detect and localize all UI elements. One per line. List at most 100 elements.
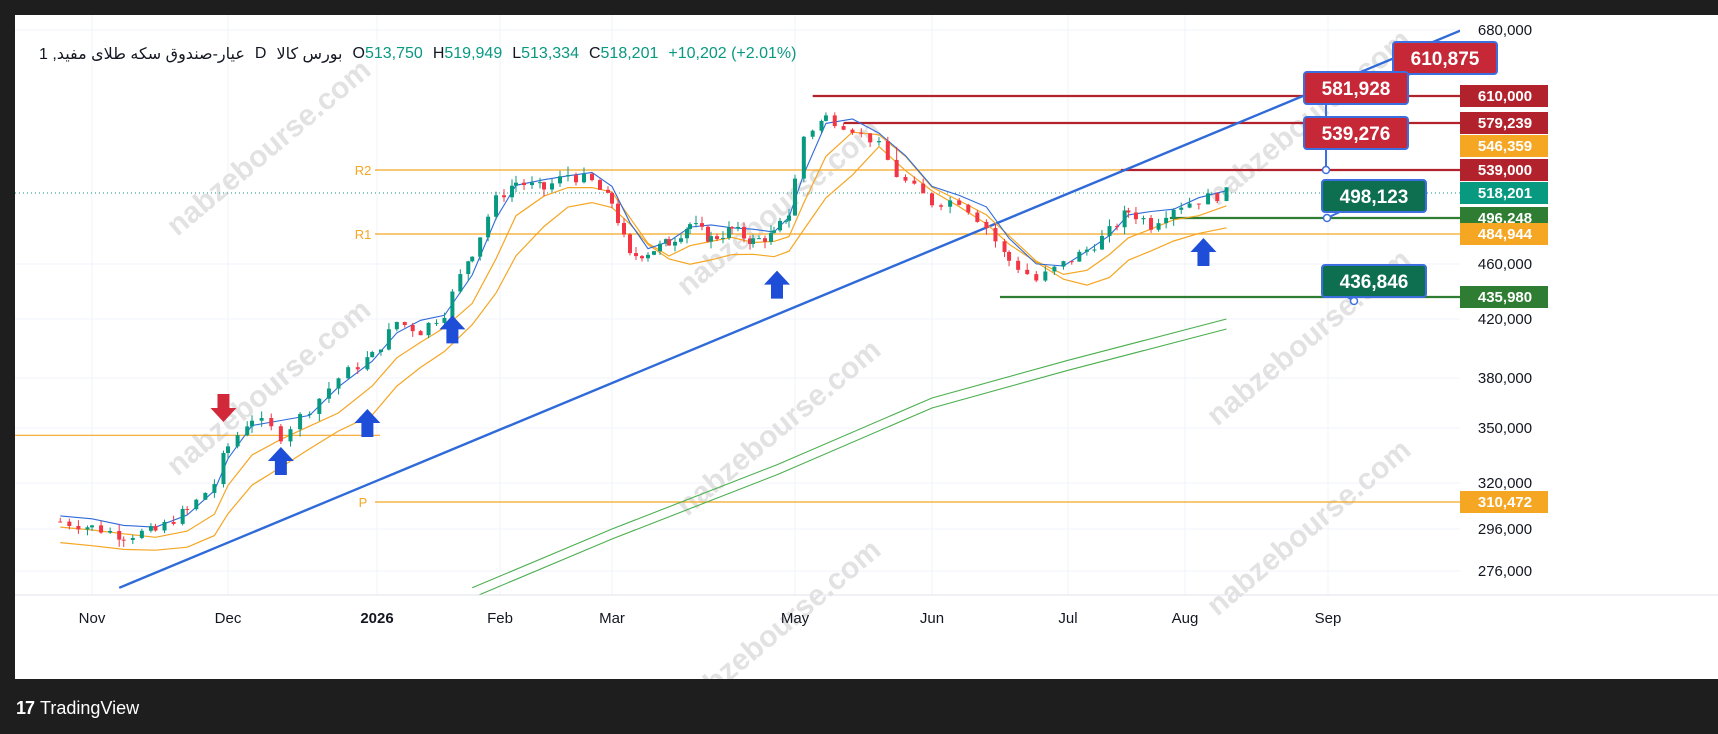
callout-box [1392,41,1498,75]
candle-body [99,525,104,533]
candle-body [522,182,526,186]
candle [502,189,506,202]
candle [1052,265,1057,275]
candle [212,479,217,498]
candle [458,269,463,294]
candle-body [673,241,677,246]
candle [426,322,431,339]
price-chart[interactable]: nabzebourse.com nabzebourse.com nabzebours… [15,15,1718,679]
candle [1016,256,1021,274]
candle [885,136,890,161]
candle-body [748,238,752,244]
candle-body [67,521,72,526]
candle-body [801,136,806,179]
candle-body [269,418,274,427]
candle [730,225,734,235]
candle [1149,214,1154,233]
price-tag [1460,182,1548,204]
candle-body [171,521,176,524]
candle-body [510,185,514,198]
candle-body [1156,223,1161,230]
y-tick-label: 380,000 [1478,370,1532,387]
candle [370,350,375,358]
candle [876,137,881,146]
price-tag-label: 496,248 [1478,210,1532,227]
candle [1115,223,1120,231]
candle [530,176,534,189]
candle [185,506,190,515]
candle [763,235,767,249]
watermark-text: nabzebourse.com [161,53,378,242]
candle-body [787,215,791,221]
candle [130,534,135,544]
y-tick-label: 276,000 [1478,563,1532,580]
candle-body [1002,241,1007,252]
candle [751,234,755,248]
candle [667,236,671,246]
candle [522,179,526,190]
candle-body [365,357,370,370]
brand-name[interactable]: TradingView [40,697,140,718]
band-green-upper [471,318,1227,589]
x-tick-label: May [781,610,810,627]
candle-body [1099,236,1104,250]
candle-body [772,230,776,233]
chart-panel[interactable]: nabzebourse.com nabzebourse.com nabzebours… [15,15,1718,679]
candle [801,136,806,183]
candle-body [117,530,122,540]
candle-body [478,237,483,257]
candle-body [1196,203,1201,205]
candle-body [1122,210,1127,228]
candle-body [850,129,855,133]
candle-body [688,224,692,229]
candle [700,216,704,231]
candle-body [298,414,303,430]
candle [99,520,104,534]
candle-body [769,232,773,242]
candle-body [757,238,761,240]
candle-body [1084,249,1089,252]
candle-body [470,256,475,262]
candle [721,231,725,244]
candle-body [76,525,81,530]
candle [679,234,683,244]
candle-body [742,226,746,239]
candle [1224,187,1229,202]
candle [336,377,341,395]
candle [1034,270,1039,283]
price-tag [1460,159,1548,181]
candle-body [841,126,846,130]
candle-body [58,521,63,523]
symbol-name[interactable]: عیار-صندوق سکه طلای مفید, 1 [39,46,245,63]
candle-body [153,526,158,531]
candle [194,498,199,511]
price-tag-label: 610,000 [1478,88,1532,105]
candle-body [640,256,644,259]
footer-bar: 17 TradingView [16,690,139,726]
candle-body [948,200,953,207]
candle [180,505,185,526]
candle-body [1025,269,1030,275]
candle-body [466,261,471,275]
candle [410,322,415,337]
candle [90,524,94,531]
plot-area: R2 R1 P [15,29,1460,595]
candle [727,221,731,240]
interval-label[interactable]: D [254,45,267,62]
tv-logo-icon[interactable]: 17 [16,697,35,718]
candle-body [921,183,926,194]
band-green-lower [477,328,1227,595]
candle [1171,208,1176,226]
candle-body [859,132,864,134]
candle-body [679,238,683,242]
candle-body [634,253,638,257]
candle [317,398,322,422]
candle-body [226,446,230,453]
candle [948,196,953,214]
candle-body [121,539,126,541]
price-tag-label: 310,472 [1478,494,1532,511]
candle [606,186,610,194]
candle-body [1092,249,1097,251]
arrow-up-icon [354,409,381,437]
candle-body [1149,218,1154,230]
